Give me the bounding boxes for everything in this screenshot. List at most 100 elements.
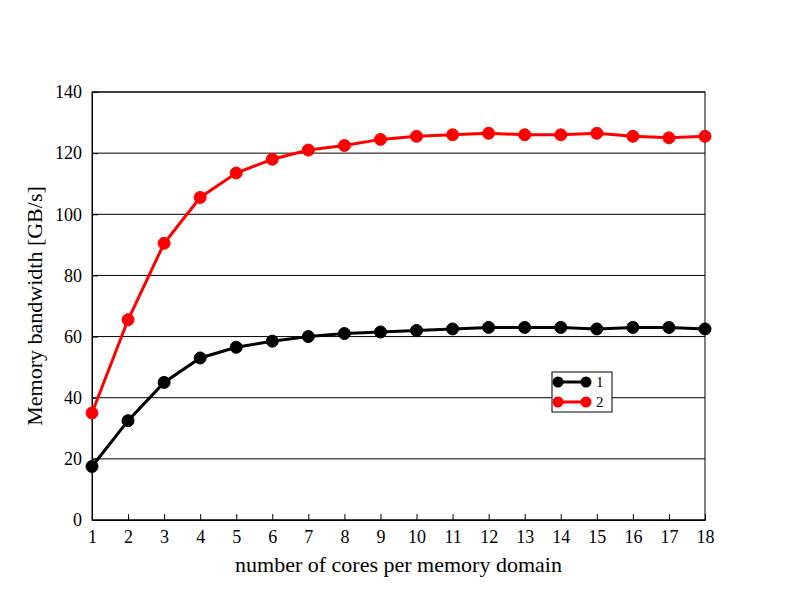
marker xyxy=(86,461,98,473)
tick: 5 xyxy=(232,514,241,547)
tick-mark xyxy=(561,514,562,520)
tick-label: 80 xyxy=(64,266,82,286)
marker xyxy=(447,323,459,335)
legend-box xyxy=(552,372,612,412)
tick-mark xyxy=(525,514,526,520)
tick: 9 xyxy=(376,514,385,547)
y-axis: 020406080100120140 xyxy=(55,82,98,530)
tick-mark xyxy=(236,514,237,520)
marker xyxy=(591,127,603,139)
tick-label: 6 xyxy=(268,527,277,547)
axis-line xyxy=(93,520,706,521)
marker xyxy=(519,321,531,333)
tick-mark xyxy=(200,514,201,520)
marker xyxy=(627,130,639,142)
tick: 11 xyxy=(444,514,461,547)
tick-label: 10 xyxy=(408,527,426,547)
grid-line xyxy=(92,153,705,154)
tick-mark xyxy=(92,214,98,215)
tick: 100 xyxy=(55,205,98,225)
marker xyxy=(230,167,242,179)
tick-label: 140 xyxy=(55,82,82,102)
marker xyxy=(266,335,278,347)
tick-label: 14 xyxy=(552,527,570,547)
tick-mark xyxy=(92,337,98,338)
tick-mark xyxy=(92,275,98,276)
marker xyxy=(338,140,350,152)
tick-mark xyxy=(272,514,273,520)
tick-label: 100 xyxy=(55,205,82,225)
tick: 7 xyxy=(304,514,313,547)
marker xyxy=(266,153,278,165)
tick-label: 3 xyxy=(160,527,169,547)
marker xyxy=(194,352,206,364)
tick: 4 xyxy=(196,514,205,547)
tick-label: 9 xyxy=(376,527,385,547)
series-line xyxy=(92,133,705,413)
plot: 1234567891011121314151617180204060801001… xyxy=(55,82,715,547)
tick-mark xyxy=(489,514,490,520)
tick-label: 18 xyxy=(697,527,715,547)
marker xyxy=(555,321,567,333)
legend-label: 2 xyxy=(596,394,604,410)
marker xyxy=(122,314,134,326)
grid-line xyxy=(92,275,705,276)
marker xyxy=(699,323,711,335)
tick-label: 15 xyxy=(588,527,606,547)
tick: 12 xyxy=(480,514,498,547)
legend-marker xyxy=(581,397,592,408)
grid xyxy=(92,92,705,520)
marker xyxy=(519,129,531,141)
tick-mark xyxy=(92,92,98,93)
tick-label: 8 xyxy=(340,527,349,547)
marker xyxy=(699,130,711,142)
marker xyxy=(627,321,639,333)
tick: 80 xyxy=(64,266,98,286)
tick-label: 16 xyxy=(624,527,642,547)
tick-mark xyxy=(92,153,98,154)
grid-line xyxy=(92,214,705,215)
marker xyxy=(86,407,98,419)
marker xyxy=(302,331,314,343)
y-axis-title: Memory bandwidth [GB/s] xyxy=(22,186,47,426)
tick-label: 5 xyxy=(232,527,241,547)
series-group xyxy=(86,127,711,472)
tick-mark xyxy=(597,514,598,520)
legend: 12 xyxy=(552,372,612,412)
tick-mark xyxy=(344,514,345,520)
series-line xyxy=(92,327,705,466)
marker xyxy=(158,237,170,249)
marker xyxy=(302,144,314,156)
tick: 10 xyxy=(408,514,426,547)
tick-label: 0 xyxy=(73,510,82,530)
tick-mark xyxy=(92,520,98,521)
axis-line xyxy=(92,93,93,521)
tick-mark xyxy=(128,514,129,520)
tick: 18 xyxy=(697,514,715,547)
tick: 15 xyxy=(588,514,606,547)
tick: 2 xyxy=(124,514,133,547)
legend-marker xyxy=(581,377,592,388)
tick-label: 60 xyxy=(64,327,82,347)
tick: 16 xyxy=(624,514,642,547)
tick-mark xyxy=(417,514,418,520)
tick: 13 xyxy=(516,514,534,547)
marker xyxy=(591,323,603,335)
marker xyxy=(447,129,459,141)
legend-marker xyxy=(553,377,564,388)
tick-mark xyxy=(308,514,309,520)
tick-mark xyxy=(453,514,454,520)
marker xyxy=(230,341,242,353)
tick: 40 xyxy=(64,388,98,408)
marker xyxy=(411,130,423,142)
marker xyxy=(158,376,170,388)
tick-label: 4 xyxy=(196,527,205,547)
tick: 60 xyxy=(64,327,98,347)
x-axis-title: number of cores per memory domain xyxy=(235,552,562,577)
marker xyxy=(663,321,675,333)
tick-mark xyxy=(669,514,670,520)
tick-label: 7 xyxy=(304,527,313,547)
tick-label: 11 xyxy=(444,527,461,547)
legend-label: 1 xyxy=(596,374,604,390)
marker xyxy=(663,132,675,144)
